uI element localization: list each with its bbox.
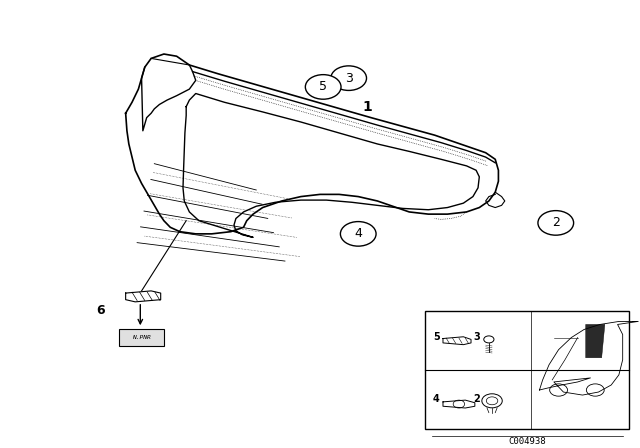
Text: 3: 3	[473, 332, 480, 342]
Circle shape	[586, 384, 604, 396]
Bar	[425, 310, 629, 429]
Text: 3: 3	[345, 72, 353, 85]
Text: C004938: C004938	[508, 437, 546, 446]
Circle shape	[550, 384, 568, 396]
Circle shape	[305, 75, 341, 99]
Text: 4: 4	[355, 228, 362, 241]
Text: 2: 2	[552, 216, 560, 229]
Polygon shape	[586, 324, 605, 358]
FancyBboxPatch shape	[119, 329, 164, 346]
Text: 5: 5	[319, 81, 327, 94]
Circle shape	[340, 222, 376, 246]
Text: 4: 4	[433, 394, 440, 405]
Circle shape	[331, 66, 367, 90]
Text: N.PNR: N.PNR	[132, 335, 151, 340]
Circle shape	[538, 211, 573, 235]
Text: 5: 5	[433, 332, 440, 342]
Text: 2: 2	[473, 394, 480, 405]
Text: 1: 1	[363, 99, 372, 114]
Text: 6: 6	[96, 304, 104, 317]
